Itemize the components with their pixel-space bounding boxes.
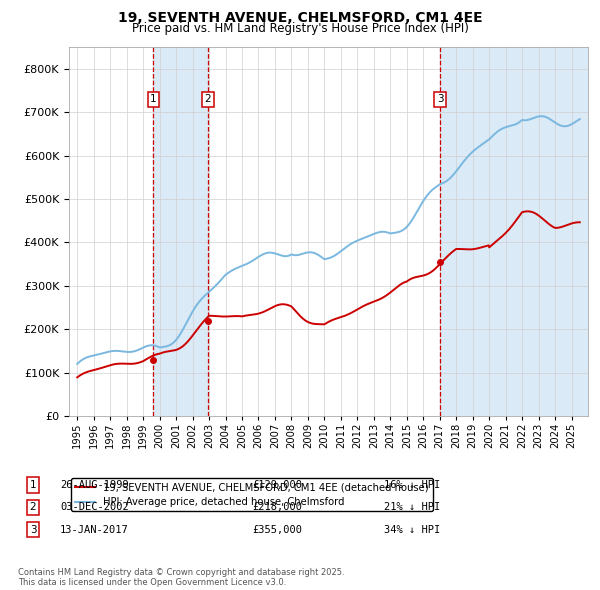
- Text: Price paid vs. HM Land Registry's House Price Index (HPI): Price paid vs. HM Land Registry's House …: [131, 22, 469, 35]
- Bar: [154, 47, 208, 416]
- Text: 21% ↓ HPI: 21% ↓ HPI: [384, 503, 440, 512]
- Text: 19, SEVENTH AVENUE, CHELMSFORD, CM1 4EE: 19, SEVENTH AVENUE, CHELMSFORD, CM1 4EE: [118, 11, 482, 25]
- Text: 34% ↓ HPI: 34% ↓ HPI: [384, 525, 440, 535]
- Text: 2: 2: [29, 503, 37, 512]
- Text: 26-AUG-1999: 26-AUG-1999: [60, 480, 129, 490]
- Text: 1: 1: [29, 480, 37, 490]
- Text: 3: 3: [29, 525, 37, 535]
- Text: 2: 2: [205, 94, 211, 104]
- Text: 3: 3: [437, 94, 444, 104]
- Text: £129,000: £129,000: [252, 480, 302, 490]
- Text: 03-DEC-2002: 03-DEC-2002: [60, 503, 129, 512]
- Text: £355,000: £355,000: [252, 525, 302, 535]
- Text: 13-JAN-2017: 13-JAN-2017: [60, 525, 129, 535]
- Text: Contains HM Land Registry data © Crown copyright and database right 2025.
This d: Contains HM Land Registry data © Crown c…: [18, 568, 344, 587]
- Legend: 19, SEVENTH AVENUE, CHELMSFORD, CM1 4EE (detached house), HPI: Average price, de: 19, SEVENTH AVENUE, CHELMSFORD, CM1 4EE …: [71, 478, 433, 511]
- Text: 1: 1: [150, 94, 157, 104]
- Text: 16% ↓ HPI: 16% ↓ HPI: [384, 480, 440, 490]
- Bar: [440, 47, 588, 416]
- Text: £218,000: £218,000: [252, 503, 302, 512]
